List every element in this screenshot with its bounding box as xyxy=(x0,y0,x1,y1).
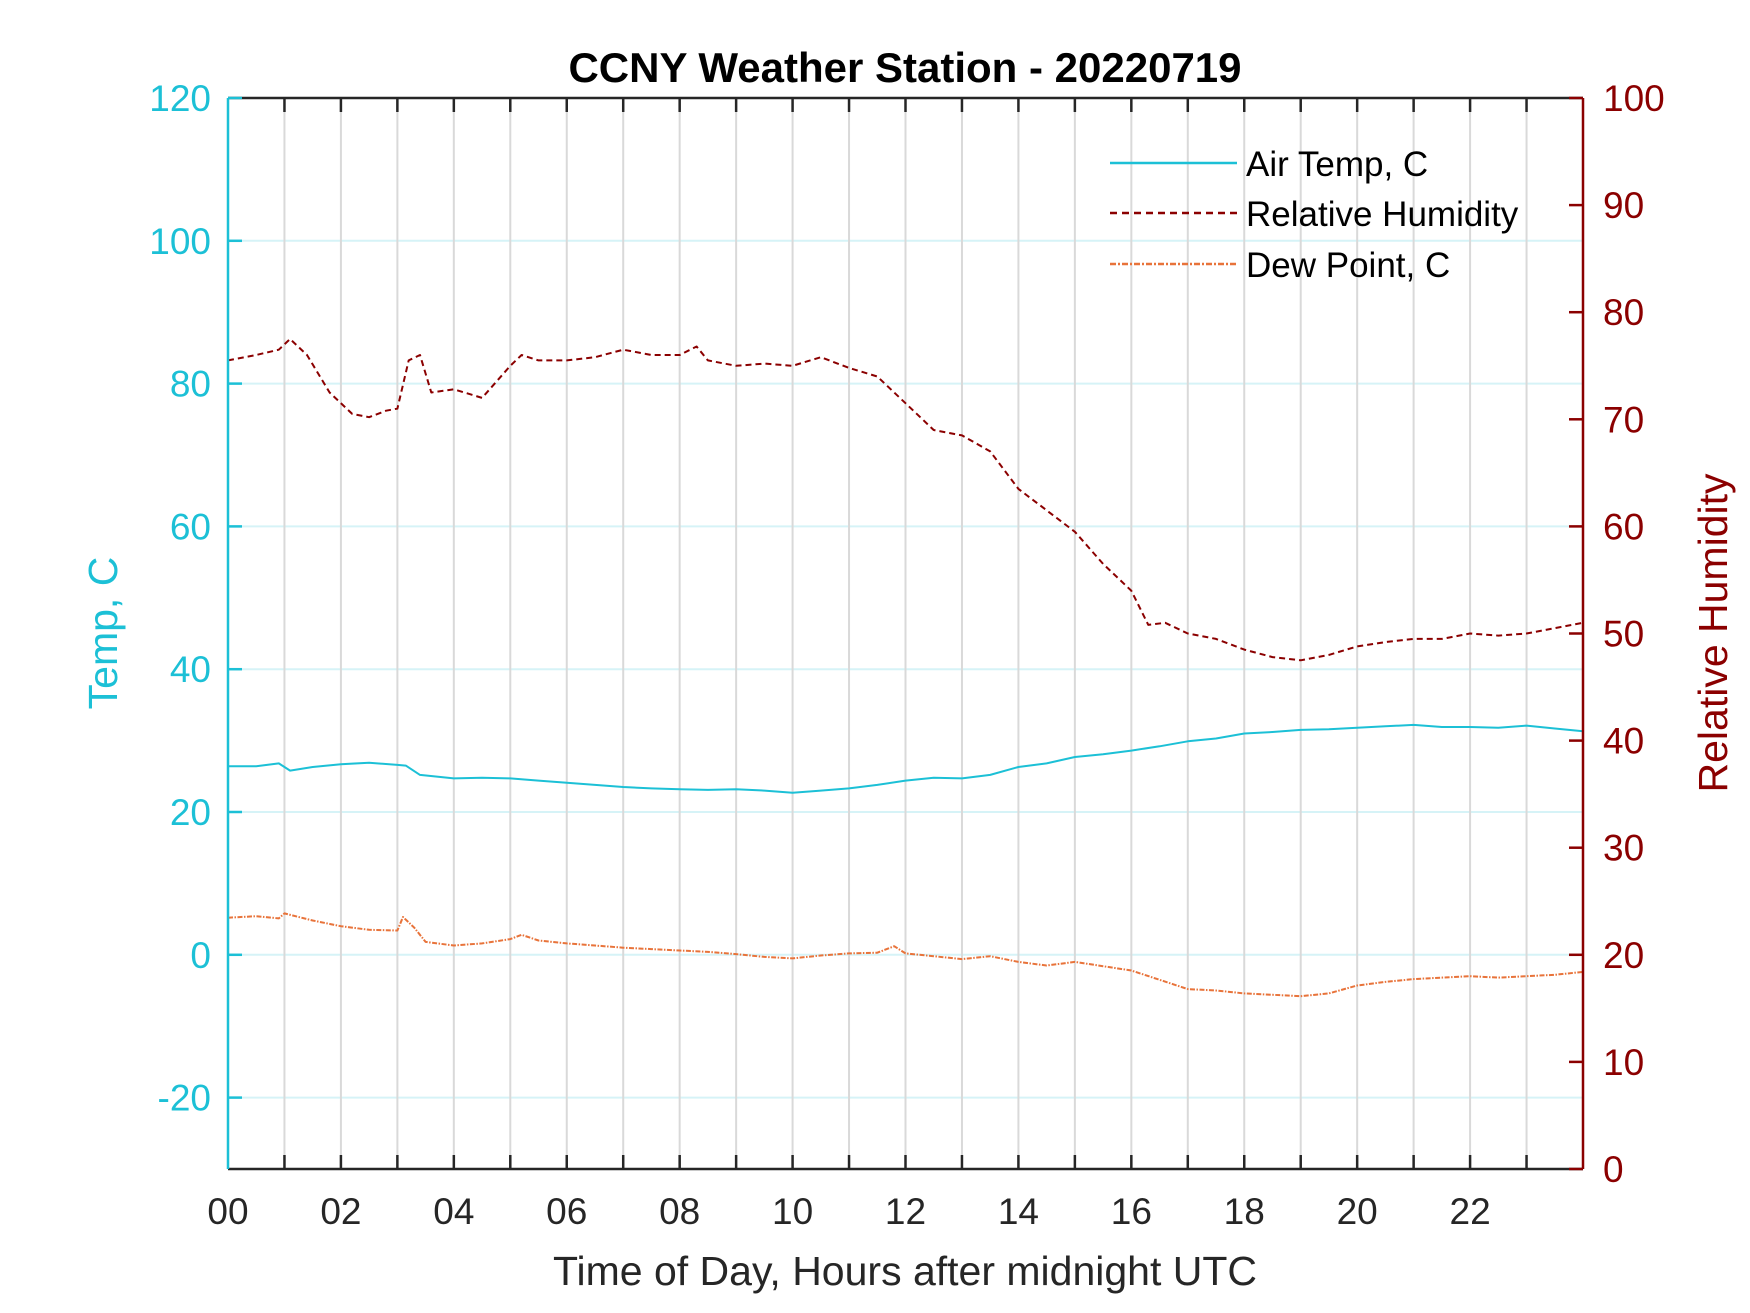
x-tick-label: 20 xyxy=(1337,1191,1378,1232)
y-axis-label-right: Relative Humidity xyxy=(1690,473,1736,792)
x-tick-label: 12 xyxy=(885,1191,926,1232)
x-axis-label: Time of Day, Hours after midnight UTC xyxy=(553,1248,1257,1294)
legend-label-dew-point: Dew Point, C xyxy=(1246,246,1450,285)
legend-label-relative-humidity: Relative Humidity xyxy=(1246,195,1519,234)
y-tick-label-right: 0 xyxy=(1603,1149,1624,1190)
x-tick-label: 04 xyxy=(433,1191,474,1232)
legend: Air Temp, C Relative Humidity Dew Point,… xyxy=(1110,145,1519,285)
y-tick-label-right: 10 xyxy=(1603,1042,1644,1083)
y-tick-label-left: 120 xyxy=(149,78,211,119)
y-tick-label-right: 90 xyxy=(1603,185,1644,226)
tick-labels: 00 02 04 06 08 10 12 14 16 18 20 22-200204060801001… xyxy=(149,78,1664,1232)
y-tick-label-right: 40 xyxy=(1603,721,1644,762)
axes xyxy=(226,96,1585,1171)
x-tick-label: 10 xyxy=(772,1191,813,1232)
y-tick-label-right: 60 xyxy=(1603,506,1644,547)
y-tick-label-right: 70 xyxy=(1603,399,1644,440)
y-tick-label-left: 100 xyxy=(149,221,211,262)
y-tick-label-left: 40 xyxy=(170,649,211,690)
y-tick-label-right: 50 xyxy=(1603,614,1644,655)
x-tick-label: 00 xyxy=(207,1191,248,1232)
series-layer xyxy=(227,338,1584,998)
chart-title: CCNY Weather Station - 20220719 xyxy=(568,44,1241,91)
x-tick-label: 18 xyxy=(1224,1191,1265,1232)
y-tick-label-right: 30 xyxy=(1603,828,1644,869)
y-axis-label-left: Temp, C xyxy=(80,557,126,710)
y-tick-label-right: 80 xyxy=(1603,292,1644,333)
y-tick-label-right: 20 xyxy=(1603,935,1644,976)
x-tick-label: 02 xyxy=(320,1191,361,1232)
x-tick-label: 16 xyxy=(1111,1191,1152,1232)
x-tick-label: 06 xyxy=(546,1191,587,1232)
legend-label-air-temp: Air Temp, C xyxy=(1246,145,1428,184)
y-tick-label-left: 0 xyxy=(190,935,211,976)
y-tick-label-left: -20 xyxy=(158,1078,211,1119)
x-tick-label: 08 xyxy=(659,1191,700,1232)
y-tick-label-left: 60 xyxy=(170,506,211,547)
air-temp-line xyxy=(228,723,1584,794)
y-tick-label-right: 100 xyxy=(1603,78,1665,119)
relative-humidity-line xyxy=(227,338,1584,662)
x-tick-label: 22 xyxy=(1450,1191,1491,1232)
y-tick-label-left: 20 xyxy=(170,792,211,833)
x-tick-label: 14 xyxy=(998,1191,1039,1232)
y-tick-label-left: 80 xyxy=(170,364,211,405)
dew-point-line xyxy=(227,912,1584,998)
